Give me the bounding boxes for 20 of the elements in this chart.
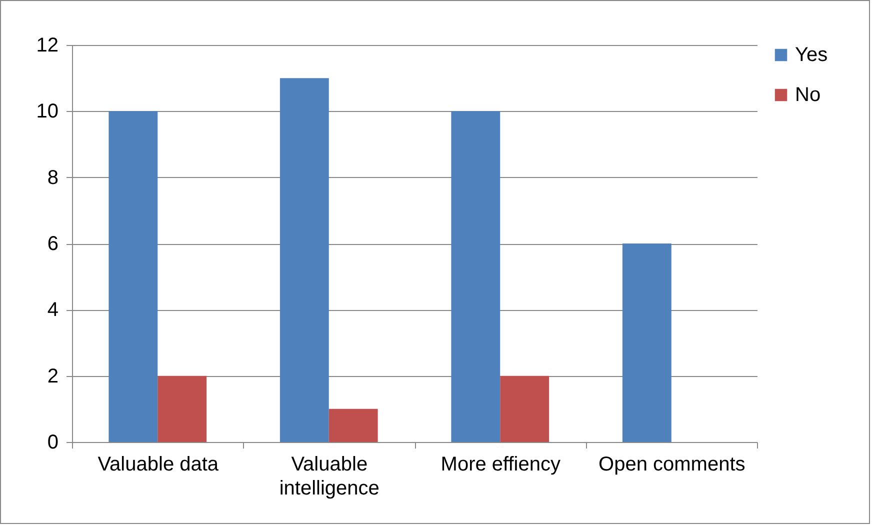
y-tick-label: 10	[36, 100, 58, 123]
x-tick-label: Open comments	[598, 454, 746, 476]
y-tick-label: 6	[47, 233, 58, 255]
bar	[500, 376, 550, 442]
y-tick-label: 4	[47, 299, 58, 322]
legend-label: No	[795, 84, 821, 106]
y-tick-label: 8	[47, 166, 58, 189]
y-tick-label: 12	[36, 34, 58, 56]
x-tick-label: More effiency	[440, 454, 560, 476]
x-tick-label: Valuable data	[98, 454, 220, 476]
x-tick-label: Valuable intelligence	[279, 454, 380, 500]
y-tick-label: 2	[47, 365, 58, 388]
bar	[158, 376, 207, 442]
bar	[328, 408, 378, 442]
bar	[451, 111, 500, 442]
bar	[280, 78, 329, 442]
legend-label: Yes	[795, 44, 828, 66]
bar	[108, 111, 158, 442]
bar	[622, 244, 672, 442]
y-tick-label: 0	[47, 432, 58, 454]
